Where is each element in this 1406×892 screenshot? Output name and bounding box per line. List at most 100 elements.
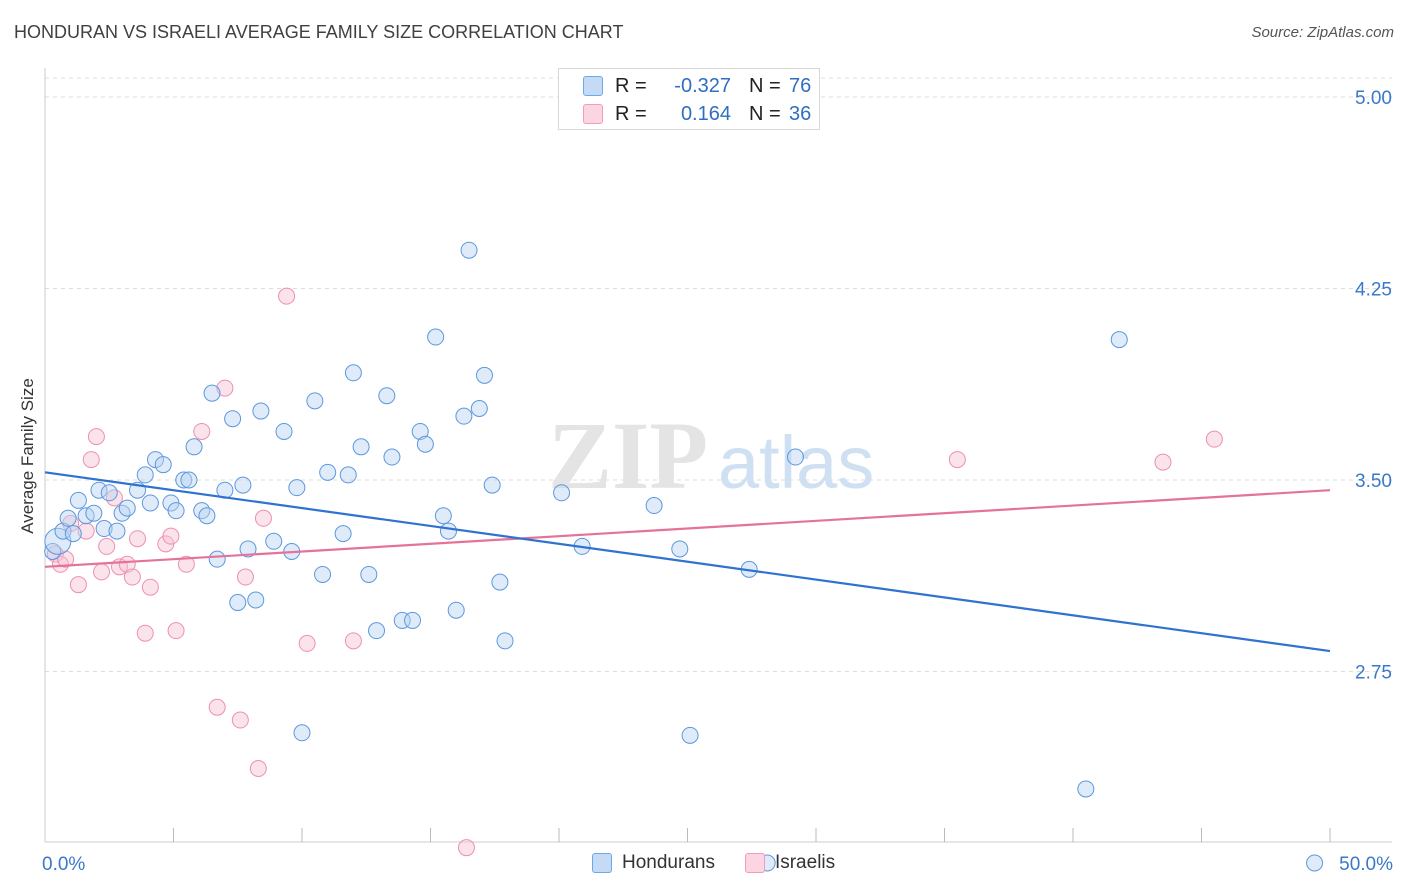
hondurans-point <box>344 364 362 382</box>
hondurans-point <box>339 466 357 484</box>
hondurans-point <box>483 476 501 494</box>
hondurans-point <box>239 540 257 558</box>
israelis-point <box>105 489 123 507</box>
hondurans-point <box>100 484 118 502</box>
hondurans-point <box>203 384 221 402</box>
hondurans-point <box>1110 331 1128 349</box>
hondurans-point <box>108 522 126 540</box>
hondurans-point <box>180 471 198 489</box>
israelis-point <box>51 555 69 573</box>
hondurans-point <box>496 632 514 650</box>
israelis-point <box>1154 453 1172 471</box>
israelis-point <box>249 760 267 778</box>
israelis-point <box>129 530 147 548</box>
israelis-point <box>82 451 100 469</box>
hondurans-point <box>434 507 452 525</box>
hondurans-point <box>185 438 203 456</box>
hondurans-point <box>681 726 699 744</box>
hondurans-point <box>175 471 193 489</box>
hondurans-point <box>224 410 242 428</box>
hondurans-point <box>553 484 571 502</box>
legend-r-label: R = <box>615 74 647 97</box>
israelis-point <box>216 379 234 397</box>
hondurans-point <box>360 565 378 583</box>
israelis-trend-line <box>44 489 1331 568</box>
israelis-point <box>93 563 111 581</box>
hondurans-point <box>455 407 473 425</box>
y-tick-label: 3.50 <box>1355 471 1392 492</box>
trend-lines <box>44 471 1331 653</box>
hondurans-point <box>671 540 689 558</box>
legend-swatch-israelis <box>583 104 603 124</box>
israelis-point <box>193 422 211 440</box>
hondurans-point <box>95 520 113 538</box>
hondurans-point <box>293 724 311 742</box>
israelis-point <box>236 568 254 586</box>
israelis-point <box>141 578 159 596</box>
hondurans-point <box>645 497 663 515</box>
legend-n-value: 76 <box>789 74 812 97</box>
hondurans-point <box>288 479 306 497</box>
hondurans-point <box>439 522 457 540</box>
hondurans-point <box>306 392 324 410</box>
hondurans-point <box>460 241 478 259</box>
hondurans-point <box>208 550 226 568</box>
hondurans-point <box>411 422 429 440</box>
israelis-point <box>167 622 185 640</box>
hondurans-point <box>383 448 401 466</box>
hondurans-point <box>352 438 370 456</box>
hondurans-point <box>118 499 136 517</box>
israelis-point <box>87 428 105 446</box>
hondurans-point <box>113 504 131 522</box>
tick-labels: 5.00 4.25 3.50 2.75 0.0% 50.0% <box>42 88 1393 875</box>
hondurans-point <box>786 448 804 466</box>
legend-r-value: -0.327 <box>674 74 731 97</box>
watermark-zip: ZIP <box>548 402 708 509</box>
israelis-point <box>1205 430 1223 448</box>
watermark-atlas: atlas <box>718 421 874 504</box>
legend-r-value: 0.164 <box>680 102 731 125</box>
legend-swatch-hondurans <box>592 853 612 873</box>
legend-item-hondurans[interactable]: Hondurans <box>592 852 715 874</box>
israelis-point <box>231 711 249 729</box>
hondurans-point <box>198 507 216 525</box>
hondurans-point <box>154 456 172 474</box>
israelis-point <box>123 568 141 586</box>
hondurans-point <box>334 525 352 543</box>
source-label: Source: ZipAtlas.com <box>1251 24 1394 41</box>
legend-item-israelis[interactable]: Israelis <box>744 852 835 874</box>
y-tick-label: 2.75 <box>1355 663 1392 684</box>
hondurans-point <box>64 525 82 543</box>
hondurans-point <box>378 387 396 405</box>
israelis-point <box>69 576 87 594</box>
legend-n-value: 36 <box>789 102 812 125</box>
x-tick-label-left: 0.0% <box>42 854 85 875</box>
hondurans-point <box>447 601 465 619</box>
hondurans-point <box>427 328 445 346</box>
israelis-point <box>208 698 226 716</box>
hondurans-point <box>90 481 108 499</box>
israelis-point <box>344 632 362 650</box>
hondurans-point <box>314 565 332 583</box>
hondurans-point <box>404 611 422 629</box>
legend-r-label: R = <box>615 102 647 125</box>
hondurans-point <box>491 573 509 591</box>
legend-swatch-hondurans <box>583 76 603 96</box>
y-tick-label: 5.00 <box>1355 88 1392 109</box>
hondurans-point <box>193 502 211 520</box>
hondurans-point <box>44 542 62 560</box>
israelis-point <box>254 509 272 527</box>
hondurans-point <box>59 509 77 527</box>
hondurans-point <box>1077 780 1095 798</box>
legend-swatch-israelis <box>744 853 765 873</box>
hondurans-point <box>475 366 493 384</box>
hondurans-point <box>141 494 159 512</box>
israelis-point <box>118 555 136 573</box>
hondurans-point <box>319 463 337 481</box>
hondurans-point <box>252 402 270 420</box>
israelis-point <box>77 522 95 540</box>
y-tick-label: 4.25 <box>1355 280 1392 301</box>
hondurans-point <box>247 591 265 609</box>
israelis-point <box>136 624 154 642</box>
hondurans-point <box>54 522 72 540</box>
